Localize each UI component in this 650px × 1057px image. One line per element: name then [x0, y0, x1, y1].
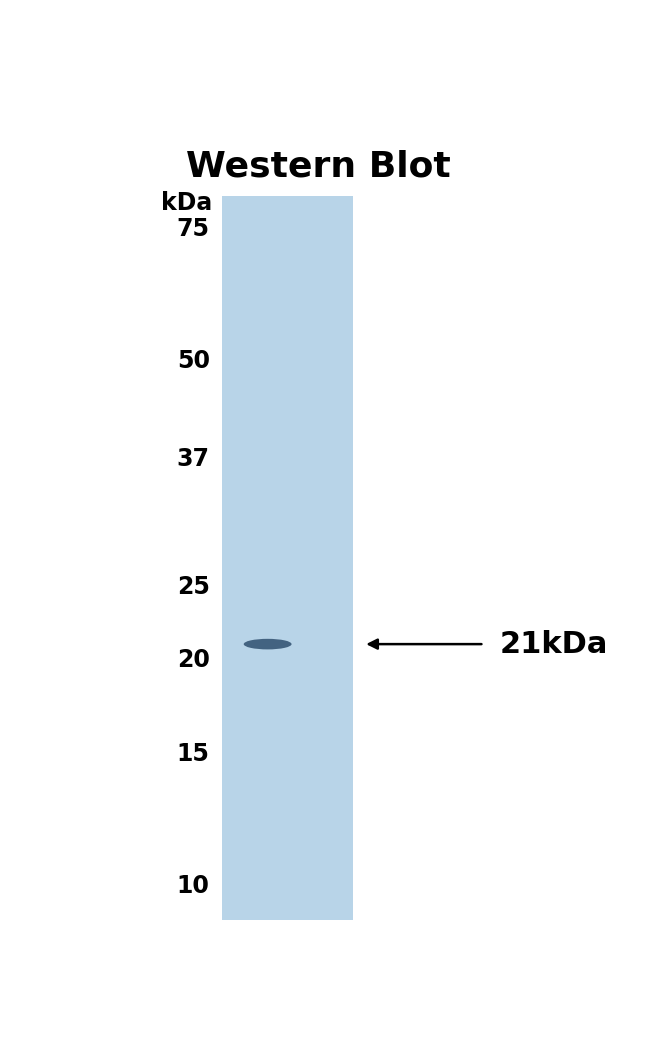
Text: 25: 25: [177, 575, 210, 599]
Text: 37: 37: [177, 447, 210, 471]
Text: 50: 50: [177, 349, 210, 373]
Text: 10: 10: [177, 874, 210, 898]
Ellipse shape: [244, 638, 292, 649]
Text: Western Blot: Western Blot: [186, 150, 450, 184]
Text: 75: 75: [177, 217, 210, 241]
Bar: [222, 196, 354, 921]
Text: 15: 15: [177, 742, 210, 766]
Text: 21kDa: 21kDa: [499, 630, 608, 659]
Text: kDa: kDa: [161, 191, 212, 215]
Text: 20: 20: [177, 648, 210, 672]
